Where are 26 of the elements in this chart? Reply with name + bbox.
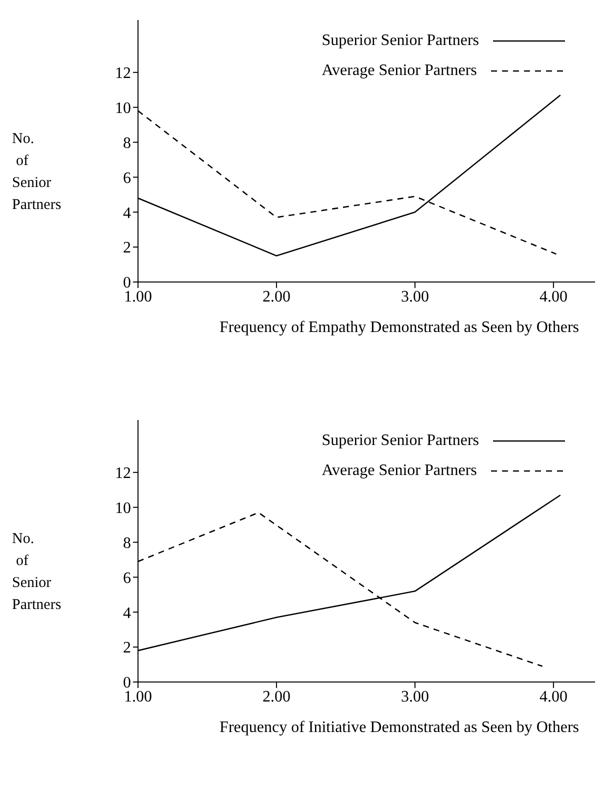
y-tick-label: 2 xyxy=(123,640,131,657)
y-tick-label: 6 xyxy=(123,570,131,587)
y-tick-label: 10 xyxy=(115,500,131,518)
y-tick-label: 2 xyxy=(123,240,131,257)
y-tick-label: 8 xyxy=(123,134,131,152)
legend-label: Superior Senior Partners xyxy=(322,32,479,50)
y-axis-title: No. of Senior Partners xyxy=(12,130,62,215)
legend-label: Superior Senior Partners xyxy=(322,432,479,450)
x-tick-label: 4.00 xyxy=(539,288,568,306)
x-tick-label: 2.00 xyxy=(262,288,290,306)
y-tick-label: 8 xyxy=(123,534,131,552)
y-tick-label: 12 xyxy=(115,65,131,82)
x-tick-label: 4.00 xyxy=(539,688,568,706)
y-tick-label: 6 xyxy=(123,170,131,187)
y-axis-title: No. of Senior Partners xyxy=(12,530,62,615)
x-tick-label: 3.00 xyxy=(400,688,429,706)
y-tick-label: 4 xyxy=(123,204,131,222)
x-axis-title: Frequency of Initiative Demonstrated as Seen by Others xyxy=(220,719,579,736)
y-tick-label: 10 xyxy=(115,100,131,118)
legend-label: Average Senior Partners xyxy=(322,462,477,480)
x-tick-label: 3.00 xyxy=(400,288,429,306)
x-tick-label: 2.00 xyxy=(262,688,290,706)
y-tick-label: 4 xyxy=(123,604,131,622)
legend-label: Average Senior Partners xyxy=(322,62,477,80)
x-axis-title: Frequency of Empathy Demonstrated as Seen by Others xyxy=(220,319,579,336)
y-tick-label: 12 xyxy=(115,465,131,482)
